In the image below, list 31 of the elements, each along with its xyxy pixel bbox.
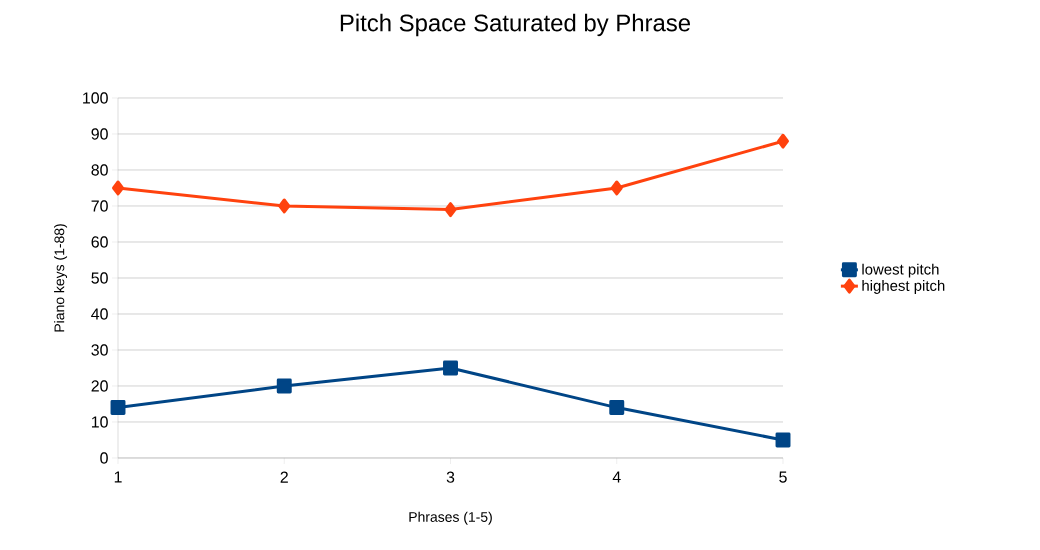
y-axis-title: Piano keys (1-88) [54, 224, 68, 332]
point [276, 378, 292, 394]
y-tick-label: 80 [91, 164, 108, 176]
chart-title: Pitch Space Saturated by Phrase [340, 13, 691, 37]
x-tick-label: 5 [779, 471, 787, 483]
x-tick-label: 1 [114, 471, 122, 483]
x-tick-label: 4 [612, 471, 621, 483]
y-tick-label: 30 [91, 344, 108, 356]
point [112, 180, 124, 196]
point [610, 180, 623, 196]
point [444, 202, 457, 218]
point [777, 133, 789, 149]
point [110, 400, 126, 416]
x-tick-label: 2 [280, 471, 288, 483]
point [443, 360, 458, 376]
point [609, 400, 625, 416]
y-tick-label: 100 [83, 92, 108, 104]
y-tick-label: 60 [91, 236, 108, 248]
y-tick-label: 70 [91, 200, 108, 212]
point [278, 198, 291, 214]
y-tick-label: 90 [91, 128, 108, 140]
point [775, 432, 791, 448]
y-tick-label: 20 [91, 380, 108, 392]
x-axis-title: Phrases (1-5) [409, 511, 492, 525]
y-tick-label: 10 [91, 416, 108, 428]
legend-label: lowest pitch [862, 263, 939, 278]
y-tick-label: 40 [91, 308, 108, 320]
x-tick-label: 3 [446, 471, 455, 483]
y-tick-label: 50 [91, 272, 108, 284]
legend-label: highest pitch [862, 279, 945, 294]
y-tick-label: 0 [100, 452, 108, 464]
